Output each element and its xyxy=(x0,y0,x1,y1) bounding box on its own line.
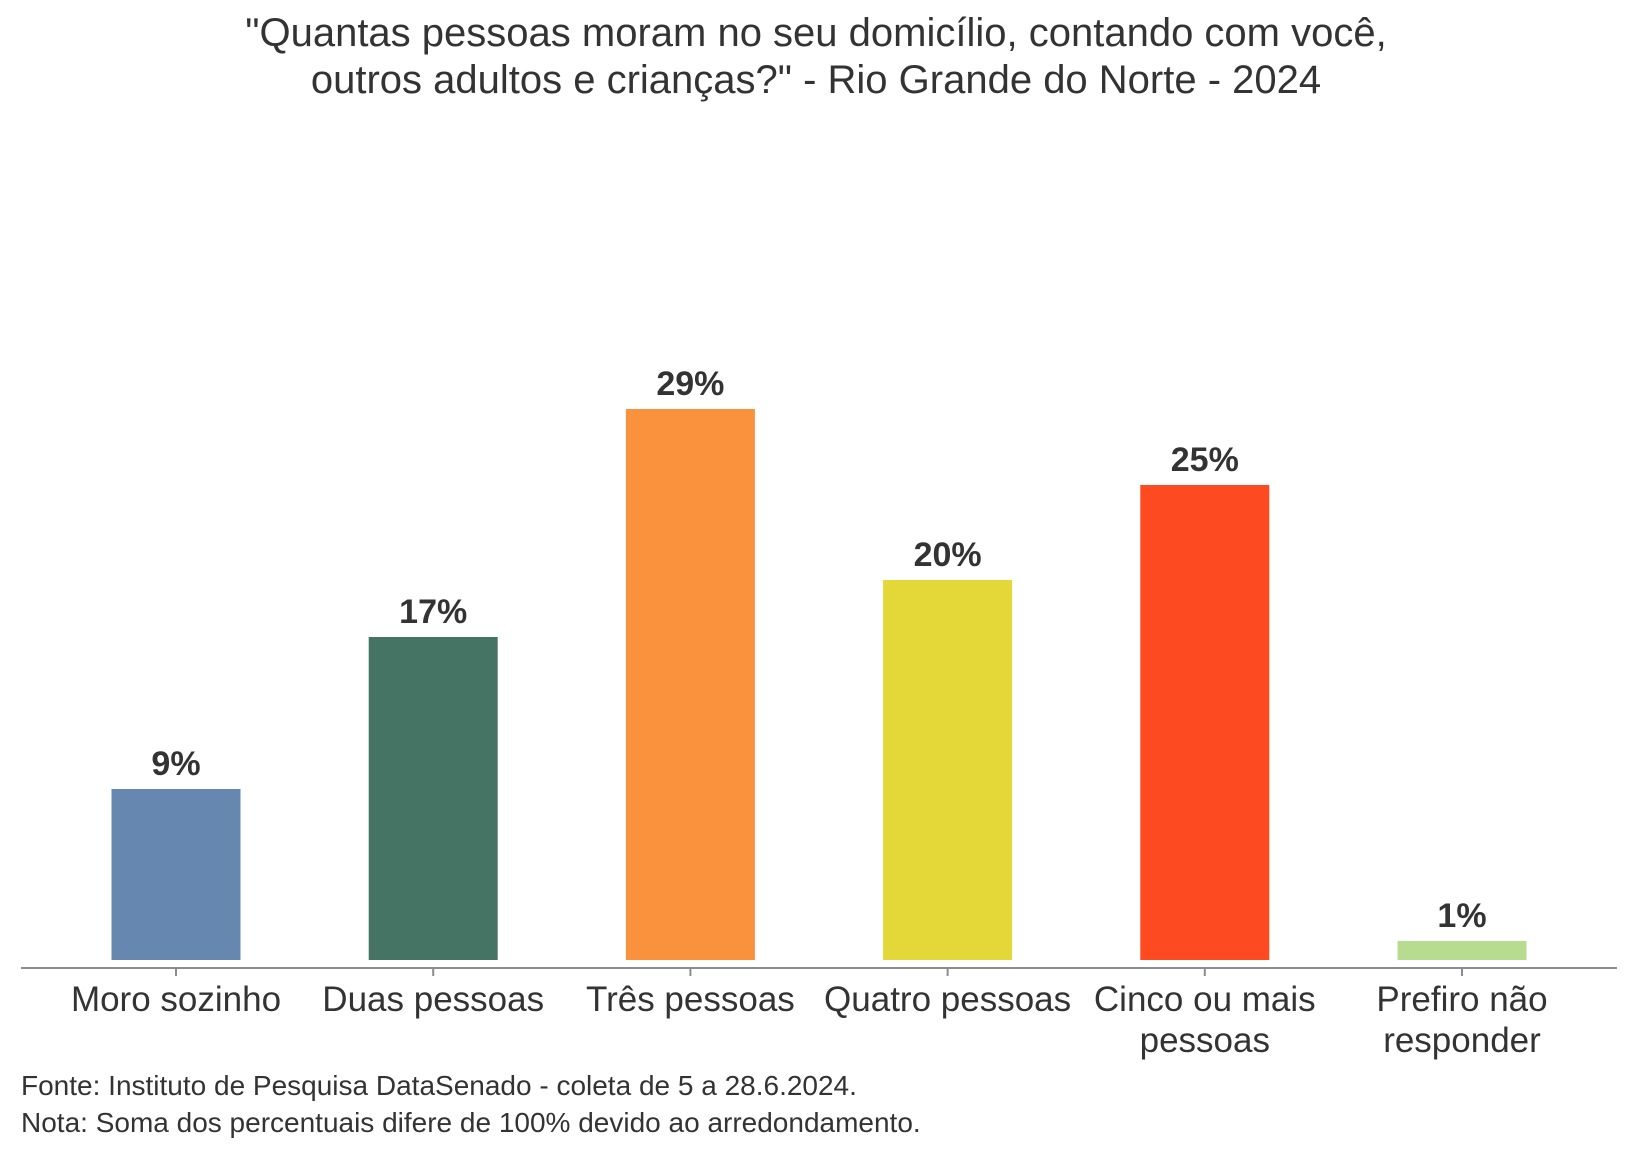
bar-5 xyxy=(1397,941,1527,960)
x-label-5: Prefiro não responder xyxy=(1376,980,1547,1060)
x-label-5-line-0: Prefiro não xyxy=(1376,980,1547,1019)
x-label-0: Moro sozinho xyxy=(71,980,281,1019)
x-label-2: Três pessoas xyxy=(586,980,795,1019)
x-label-4: Cinco ou mais pessoas xyxy=(1094,980,1316,1060)
chart-title-line-2: outros adultos e crianças?" - Rio Grande… xyxy=(310,58,1322,102)
x-label-3-line-0: Quatro pessoas xyxy=(824,980,1071,1019)
x-label-1-line-0: Duas pessoas xyxy=(322,980,544,1019)
x-label-0-line-0: Moro sozinho xyxy=(71,980,281,1019)
bar-0 xyxy=(111,789,241,960)
value-label-5: 1% xyxy=(1437,897,1486,935)
chart-notes: Fonte: Instituto de Pesquisa DataSenado … xyxy=(21,1067,921,1141)
x-label-3: Quatro pessoas xyxy=(824,980,1071,1019)
chart-title-line-1: "Quantas pessoas moram no seu domicílio,… xyxy=(245,11,1387,55)
bar-2 xyxy=(625,409,755,960)
x-label-5-line-1: responder xyxy=(1383,1021,1541,1060)
x-axis-ticks-group xyxy=(175,968,1463,976)
rounding-note: Nota: Soma dos percentuais difere de 100… xyxy=(21,1107,921,1138)
value-label-1: 17% xyxy=(399,593,467,631)
x-label-4-line-1: pessoas xyxy=(1140,1021,1270,1060)
value-label-4: 25% xyxy=(1171,441,1239,479)
value-label-2: 29% xyxy=(656,365,724,403)
value-labels-group: 9% 17% 29% 20% 25% 1% xyxy=(151,365,1486,935)
x-label-2-line-0: Três pessoas xyxy=(586,980,795,1019)
bar-3 xyxy=(883,580,1013,960)
bar-1 xyxy=(368,637,498,960)
chart-title: "Quantas pessoas moram no seu domicílio,… xyxy=(0,10,1632,104)
bars-group xyxy=(111,409,1527,960)
x-label-1: Duas pessoas xyxy=(322,980,544,1019)
x-axis-labels-group: Moro sozinho Duas pessoas Três pessoas Quat… xyxy=(71,980,1548,1060)
bar-4 xyxy=(1140,485,1270,960)
value-label-0: 9% xyxy=(151,745,200,783)
source-note: Fonte: Instituto de Pesquisa DataSenado … xyxy=(21,1070,857,1101)
value-label-3: 20% xyxy=(914,536,982,574)
x-label-4-line-0: Cinco ou mais xyxy=(1094,980,1316,1019)
